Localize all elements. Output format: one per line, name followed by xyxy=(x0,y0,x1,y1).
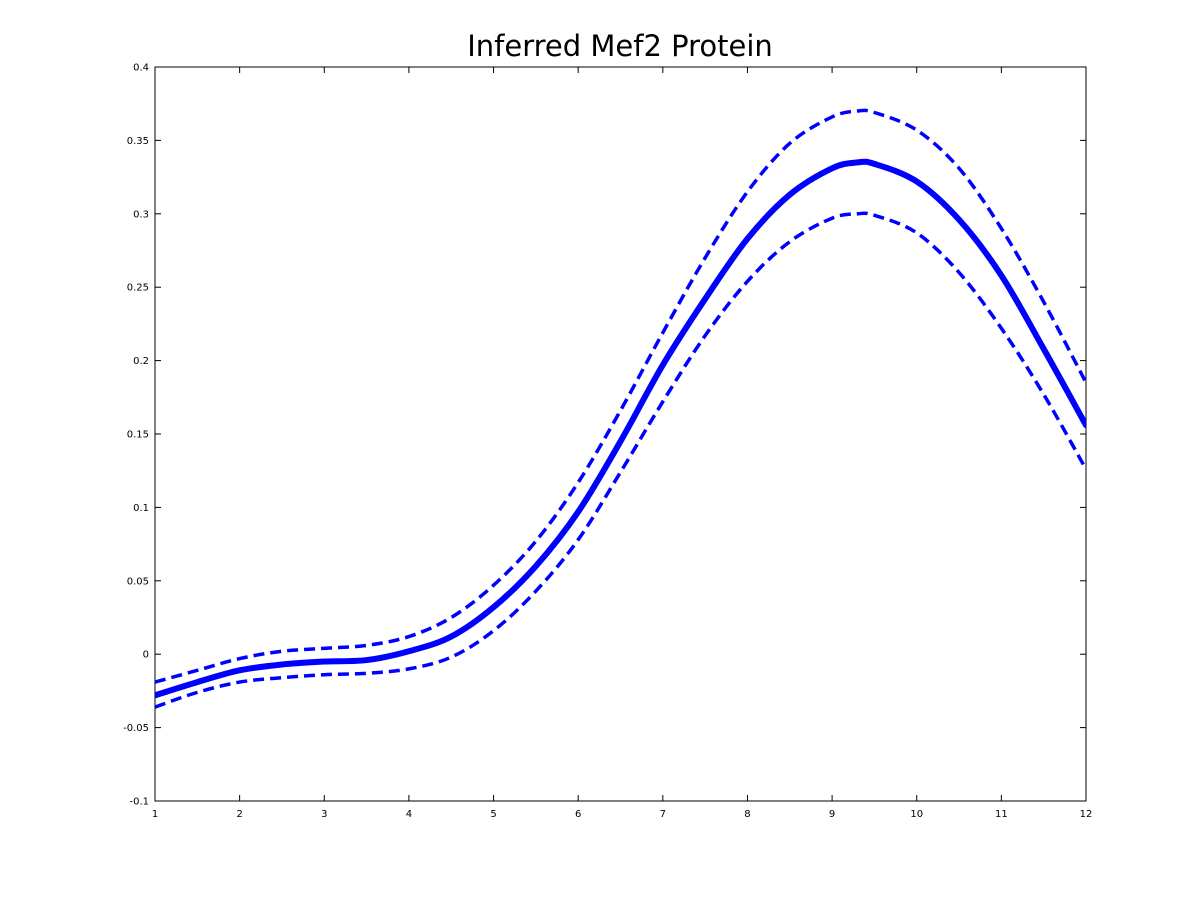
x-tick-label: 7 xyxy=(660,809,666,820)
x-axis: 1 2 3 4 5 6 7 8 9 10 11 12 xyxy=(152,67,1093,820)
y-tick-label: 0 xyxy=(143,650,149,661)
plot-area xyxy=(154,66,1087,802)
y-tick-label: 0.05 xyxy=(127,576,149,587)
x-tick-label: 8 xyxy=(744,809,750,820)
confidence-bound-line xyxy=(155,211,1086,709)
confidence-bound-line xyxy=(155,108,1086,684)
y-tick-label: -0.1 xyxy=(129,797,149,808)
y-tick-label: 0.3 xyxy=(133,209,149,220)
x-tick-label: 4 xyxy=(406,809,412,820)
y-tick-label: 0.4 xyxy=(133,63,149,74)
y-tick-label: 0.15 xyxy=(127,430,149,441)
series-layer xyxy=(155,108,1086,709)
x-tick-label: 10 xyxy=(910,809,923,820)
y-tick-label: 0.25 xyxy=(127,283,149,294)
x-tick-label: 5 xyxy=(490,809,496,820)
y-tick-label: -0.05 xyxy=(123,723,149,734)
y-tick-label: 0.35 xyxy=(127,136,149,147)
x-tick-label: 6 xyxy=(575,809,581,820)
y-tick-label: 0.1 xyxy=(133,503,149,514)
y-tick-label: 0.2 xyxy=(133,356,149,367)
x-tick-label: 3 xyxy=(321,809,327,820)
chart-title: Inferred Mef2 Protein xyxy=(467,29,773,63)
x-tick-label: 9 xyxy=(829,809,835,820)
x-tick-label: 2 xyxy=(236,809,242,820)
x-tick-label: 12 xyxy=(1080,809,1093,820)
y-axis: -0.1 -0.05 0 0.05 0.1 0.15 0.2 0.25 0.3 0.35 0.4 xyxy=(123,63,1086,808)
mean-line xyxy=(155,158,1086,699)
x-tick-label: 1 xyxy=(152,809,158,820)
x-tick-label: 11 xyxy=(995,809,1008,820)
